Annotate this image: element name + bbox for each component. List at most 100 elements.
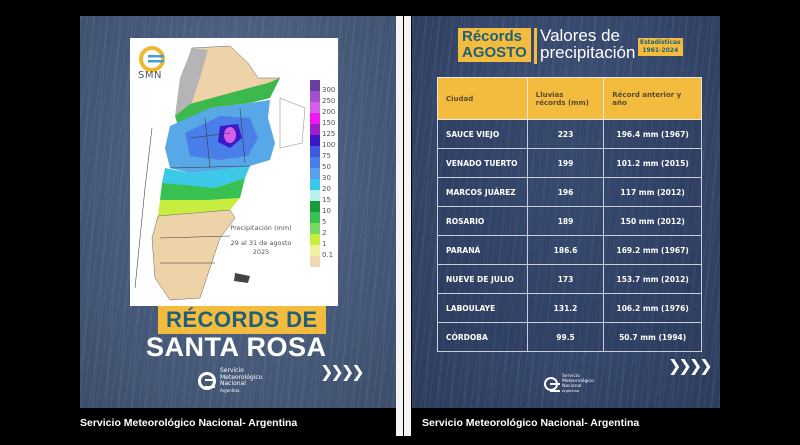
table-row: LABOULAYE 131.2 106.2 mm (1976) bbox=[437, 293, 702, 323]
cell-record: 189 bbox=[526, 206, 605, 236]
legend-label: 30 bbox=[322, 174, 331, 182]
table-row: CÓRDOBA 99.5 50.7 mm (1994) bbox=[437, 322, 702, 352]
caption-unit: Precipitación (mm) bbox=[230, 224, 292, 232]
cell-record: 199 bbox=[526, 148, 605, 178]
cell-record: 131.2 bbox=[526, 293, 605, 323]
column-header-city: Ciudad bbox=[437, 77, 528, 120]
legend-label: 200 bbox=[322, 108, 336, 116]
legend-swatch bbox=[310, 223, 320, 234]
records-table: Ciudad Lluvias récords (mm) Récord anter… bbox=[437, 77, 702, 352]
legend-label: 2 bbox=[322, 229, 327, 237]
cell-record: 196 bbox=[526, 177, 605, 207]
smn-logo-text: SMN bbox=[138, 70, 162, 81]
cell-previous: 106.2 mm (1976) bbox=[603, 293, 702, 323]
smn-logo-icon bbox=[139, 46, 165, 72]
legend-label: 5 bbox=[322, 218, 327, 226]
cell-record: 186.6 bbox=[526, 235, 605, 265]
cell-city: VENADO TUERTO bbox=[437, 148, 528, 178]
legend-swatch bbox=[310, 201, 320, 212]
cell-record: 99.5 bbox=[526, 322, 605, 352]
table-row: SAUCE VIEJO 223 196.4 mm (1967) bbox=[437, 119, 702, 149]
cell-previous: 101.2 mm (2015) bbox=[603, 148, 702, 178]
stats-period-badge: Estadísticas 1961-2024 bbox=[638, 38, 683, 56]
smn-org-logo-text: Servicio Meteorológico Nacional Argentin… bbox=[220, 367, 263, 393]
map-caption: Precipitación (mm) 29 al 31 de agosto 20… bbox=[216, 224, 306, 257]
legend-label: 1 bbox=[322, 240, 327, 248]
table-row: PARANÁ 186.6 169.2 mm (1967) bbox=[437, 235, 702, 265]
records-august-badge: Récords AGOSTO bbox=[458, 28, 531, 62]
table-row: NUEVE DE JULIO 173 153.7 mm (2012) bbox=[437, 264, 702, 294]
cell-previous: 150 mm (2012) bbox=[603, 206, 702, 236]
cell-record: 173 bbox=[526, 264, 605, 294]
cell-previous: 169.2 mm (1967) bbox=[603, 235, 702, 265]
cell-previous: 117 mm (2012) bbox=[603, 177, 702, 207]
cell-city: NUEVE DE JULIO bbox=[437, 264, 528, 294]
legend-swatch bbox=[310, 135, 320, 146]
legend-label: 75 bbox=[322, 152, 331, 160]
legend-swatch bbox=[310, 113, 320, 124]
legend-swatch bbox=[310, 91, 320, 102]
legend-swatch bbox=[310, 168, 320, 179]
legend-swatch bbox=[310, 256, 320, 267]
legend-swatch bbox=[310, 179, 320, 190]
legend-swatch bbox=[310, 190, 320, 201]
cell-city: CÓRDOBA bbox=[437, 322, 528, 352]
legend-label: 50 bbox=[322, 163, 331, 171]
cell-previous: 50.7 mm (1994) bbox=[603, 322, 702, 352]
panel-divider bbox=[396, 16, 403, 436]
cell-previous: 196.4 mm (1967) bbox=[603, 119, 702, 149]
argentina-map-graphic bbox=[134, 45, 306, 301]
legend-label: 15 bbox=[322, 196, 331, 204]
cell-record: 223 bbox=[526, 119, 605, 149]
legend-label: 20 bbox=[322, 185, 331, 193]
legend-swatch bbox=[310, 102, 320, 113]
table-row: MARCOS JUÁREZ 196 117 mm (2012) bbox=[437, 177, 702, 207]
caption-right: Servicio Meteorológico Nacional- Argenti… bbox=[422, 417, 640, 429]
legend-swatch bbox=[310, 234, 320, 245]
cell-city: ROSARIO bbox=[437, 206, 528, 236]
legend-swatch bbox=[310, 157, 320, 168]
legend-swatch bbox=[310, 146, 320, 157]
smn-org-logo-icon bbox=[544, 377, 560, 392]
table-row: VENADO TUERTO 199 101.2 mm (2015) bbox=[437, 148, 702, 178]
smn-org-logo: Servicio Meteorológico Nacional Argentin… bbox=[198, 367, 263, 394]
legend-label: 125 bbox=[322, 130, 336, 138]
title-highlight: RÉCORDS DE bbox=[166, 307, 318, 332]
legend-swatch bbox=[310, 124, 320, 135]
left-post-image: SMN 300 250 200 150 125 100 75 50 30 20 15 10 5 2 1 0.1… bbox=[80, 16, 396, 408]
legend-swatch bbox=[310, 212, 320, 223]
title-main: SANTA ROSA bbox=[146, 332, 327, 362]
caption-dates: 29 al 31 de agosto bbox=[230, 239, 292, 247]
precipitation-map: SMN 300 250 200 150 125 100 75 50 30 20 15 10 5 2 1 0.1… bbox=[130, 38, 338, 306]
legend-swatch bbox=[310, 245, 320, 256]
cell-previous: 153.7 mm (2012) bbox=[603, 264, 702, 294]
right-post-image: Récords AGOSTO Valores de precipitación … bbox=[412, 16, 720, 408]
header-title: Valores de precipitación bbox=[540, 26, 636, 62]
smn-org-logo: Servicio Meteorológico Nacional Argentin… bbox=[544, 374, 594, 394]
chevrons-right-icon: ❯❯❯❯ bbox=[668, 356, 713, 375]
column-header-previous: Récord anterior y año bbox=[603, 77, 702, 120]
badge-line1: Récords bbox=[462, 28, 523, 45]
smn-org-logo-icon bbox=[198, 372, 216, 390]
legend-swatch bbox=[310, 80, 320, 91]
smn-org-logo-text: Servicio Meteorológico Nacional Argentin… bbox=[562, 374, 594, 393]
legend-label: 10 bbox=[322, 207, 331, 215]
panel-divider bbox=[404, 16, 411, 436]
legend-label: 0.1 bbox=[322, 251, 334, 259]
legend-label: 150 bbox=[322, 119, 336, 127]
cell-city: PARANÁ bbox=[437, 235, 528, 265]
cell-city: LABOULAYE bbox=[437, 293, 528, 323]
precipitation-legend bbox=[310, 80, 320, 267]
caption-year: 2025 bbox=[252, 248, 270, 256]
chevrons-right-icon: ❯❯❯❯ bbox=[320, 362, 365, 381]
table-header-row: Ciudad Lluvias récords (mm) Récord anter… bbox=[437, 77, 702, 120]
table-row: ROSARIO 189 150 mm (2012) bbox=[437, 206, 702, 236]
badge-line2: AGOSTO bbox=[462, 44, 527, 61]
legend-labels: 300 250 200 150 125 100 75 50 30 20 15 10 5 2 1 0.1 bbox=[322, 80, 335, 261]
column-header-record: Lluvias récords (mm) bbox=[526, 77, 605, 120]
caption-left: Servicio Meteorológico Nacional- Argenti… bbox=[80, 417, 298, 429]
header-separator bbox=[534, 28, 537, 64]
legend-label: 100 bbox=[322, 141, 336, 149]
title-highlight-box: RÉCORDS DE bbox=[158, 306, 326, 334]
legend-label: 250 bbox=[322, 97, 336, 105]
